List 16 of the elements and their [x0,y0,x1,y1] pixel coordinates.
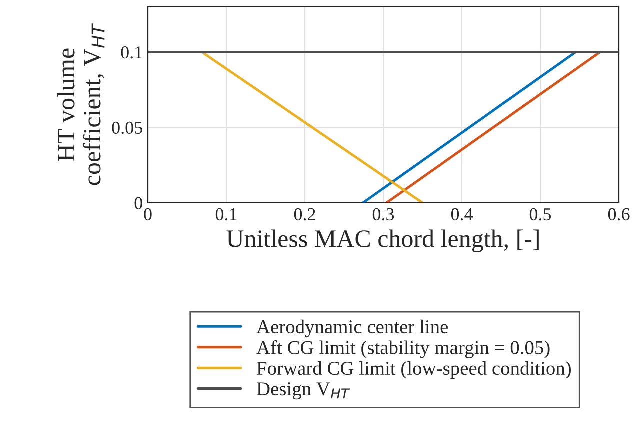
y-tick-label: 0 [134,197,142,210]
y-tick-label: 0.05 [112,122,142,134]
x-tick-label: 0.3 [372,208,394,221]
legend-label: Design V$_{HT}$ [257,382,350,400]
x-axis-title: Unitless MAC chord length, [-] [226,230,539,253]
x-tick-label: 0.5 [530,208,552,221]
x-tick-label: 0.4 [451,208,474,221]
legend-label: Forward CG limit (low-speed condition) [257,361,572,380]
y-axis-title: HT volume coefficient, V$_{HT}$ [57,23,105,186]
x-tick-label: 0.2 [294,208,316,221]
y-tick-label: 0.1 [121,46,142,59]
x-tick-label: 0.6 [608,208,630,221]
x-tick-label: 0.1 [216,208,237,221]
legend-label: Aerodynamic center line [256,320,448,338]
legend-label: Aft CG limit (stability margin = 0.05) [256,340,550,358]
x-tick-label: 0 [144,208,152,221]
